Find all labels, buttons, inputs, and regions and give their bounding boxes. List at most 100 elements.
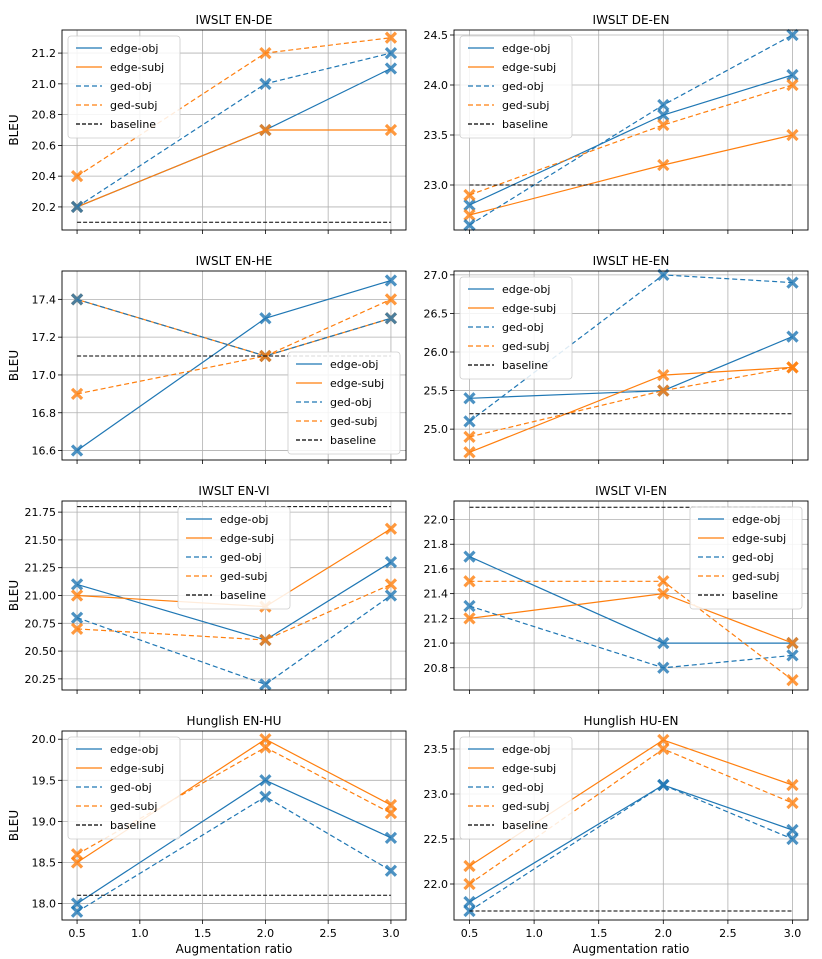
data-point-ged-subj [70, 387, 84, 400]
series-line-edge-subj [469, 366, 793, 453]
legend-label: edge-obj [502, 42, 550, 55]
data-point-ged-obj [70, 905, 84, 918]
legend-label: ged-subj [330, 415, 377, 428]
legend-label: edge-obj [110, 743, 158, 756]
panel-title: IWSLT EN-DE [196, 13, 273, 27]
data-point-ged-subj [384, 31, 398, 44]
y-tick-label: 26.0 [424, 346, 449, 359]
legend-box [67, 736, 181, 840]
data-point-ged-obj [384, 589, 398, 602]
legend-box [459, 736, 573, 840]
data-point-edge-obj [463, 392, 476, 405]
y-tick-label: 20.25 [25, 673, 57, 686]
x-tick-label: 1.0 [131, 927, 149, 940]
data-point-edge-obj [384, 62, 398, 75]
legend-label: baseline [110, 118, 156, 131]
y-tick-label: 17.2 [32, 331, 57, 344]
legend: edge-obj edge-subj ged-obj ged-subj baseline [177, 506, 291, 610]
y-tick-label: 25.0 [424, 423, 449, 436]
legend-label: edge-subj [220, 532, 274, 545]
legend-label: baseline [732, 589, 778, 602]
data-point-ged-obj [259, 678, 272, 691]
data-point-ged-subj [657, 384, 670, 397]
y-tick-label: 21.6 [424, 563, 449, 576]
legend-label: ged-obj [502, 80, 544, 93]
series-line-edge-subj [76, 129, 391, 208]
panel-8: Hunglish HU-EN 22.0 22.5 23.0 23.5 0.5 1.0 1.5 2… [424, 714, 809, 956]
data-point-ged-subj [259, 633, 272, 647]
legend: edge-obj edge-subj ged-obj ged-subj baseline [67, 736, 181, 840]
panel-title: Hunglish HU-EN [584, 714, 679, 728]
data-point-edge-subj [463, 859, 476, 873]
y-tick-label: 26.5 [424, 307, 449, 320]
panel-title: IWSLT HE-EN [593, 254, 670, 268]
data-point-edge-obj [463, 550, 476, 563]
data-point-edge-subj [70, 589, 84, 602]
data-point-ged-obj [384, 46, 398, 60]
x-tick-label: 3.0 [784, 927, 802, 940]
axes-frame [453, 270, 809, 461]
legend: edge-obj edge-subj ged-obj ged-subj baseline [459, 736, 573, 840]
legend-box [459, 276, 573, 380]
data-point-ged-subj [786, 673, 799, 687]
legend-box [689, 506, 803, 610]
legend-label: ged-obj [502, 781, 544, 794]
y-tick-label: 25.5 [424, 385, 449, 398]
legend-label: ged-obj [502, 321, 544, 334]
x-tick-label: 1.0 [525, 927, 543, 940]
data-point-edge-obj [70, 444, 84, 457]
y-axis-label: BLEU [7, 350, 21, 381]
legend-label: ged-subj [502, 800, 549, 813]
legend-label: ged-obj [330, 396, 372, 409]
y-tick-label: 24.0 [424, 79, 449, 92]
y-tick-label: 21.2 [32, 47, 57, 60]
legend-label: ged-subj [502, 99, 549, 112]
data-point-ged-subj [657, 118, 670, 132]
data-point-ged-subj [70, 170, 84, 183]
panel-6: IWSLT VI-EN 20.8 21.0 21.2 21.4 21.6 21.8 22.0 e… [424, 484, 809, 694]
data-point-edge-subj [657, 369, 670, 382]
data-point-ged-obj [657, 98, 670, 112]
data-point-ged-subj [463, 188, 476, 202]
data-point-edge-subj [657, 733, 670, 747]
y-tick-label: 21.75 [25, 506, 57, 519]
series-line-ged-obj [469, 784, 793, 912]
y-axis-label: BLEU [7, 810, 21, 841]
data-point-edge-subj [463, 612, 476, 625]
data-point-ged-subj [463, 877, 476, 891]
series-line-ged-subj [469, 84, 793, 196]
legend-label: edge-subj [330, 377, 384, 390]
data-point-ged-subj [786, 796, 799, 810]
y-tick-label: 21.4 [424, 588, 449, 601]
panel-5: IWSLT EN-VI 20.25 20.50 20.75 21.00 21.25 21.5… [7, 484, 407, 694]
legend-label: baseline [502, 118, 548, 131]
y-tick-label: 20.8 [32, 109, 57, 122]
data-point-edge-subj [463, 208, 476, 222]
y-axis-label: BLEU [7, 114, 21, 145]
y-tick-label: 23.0 [424, 788, 449, 801]
panel-2: IWSLT DE-EN23.023.524.024.5edge-objedge-… [424, 13, 809, 234]
legend-label: edge-obj [220, 513, 268, 526]
y-tick-label: 22.5 [424, 833, 449, 846]
axes-frame [453, 29, 809, 231]
data-point-ged-obj [657, 661, 670, 674]
legend-label: edge-obj [330, 358, 378, 371]
data-point-edge-obj [259, 774, 272, 787]
data-point-edge-obj [463, 895, 476, 909]
x-axis-label: Augmentation ratio [176, 942, 293, 956]
data-point-ged-subj [786, 361, 799, 374]
data-point-ged-subj [463, 575, 476, 588]
x-tick-label: 0.5 [461, 927, 479, 940]
series-line-edge-subj [76, 298, 392, 357]
data-point-edge-obj [786, 330, 799, 343]
y-tick-label: 21.50 [25, 534, 57, 547]
series-line-ged-obj [76, 298, 392, 357]
legend-box [287, 351, 401, 455]
data-point-ged-obj [70, 611, 84, 624]
axes-frame [61, 500, 407, 691]
y-tick-label: 24.5 [424, 29, 449, 42]
data-point-ged-subj [384, 578, 398, 591]
data-point-ged-subj [657, 742, 670, 756]
x-tick-label: 2.0 [655, 927, 673, 940]
y-tick-label: 17.0 [32, 369, 57, 382]
